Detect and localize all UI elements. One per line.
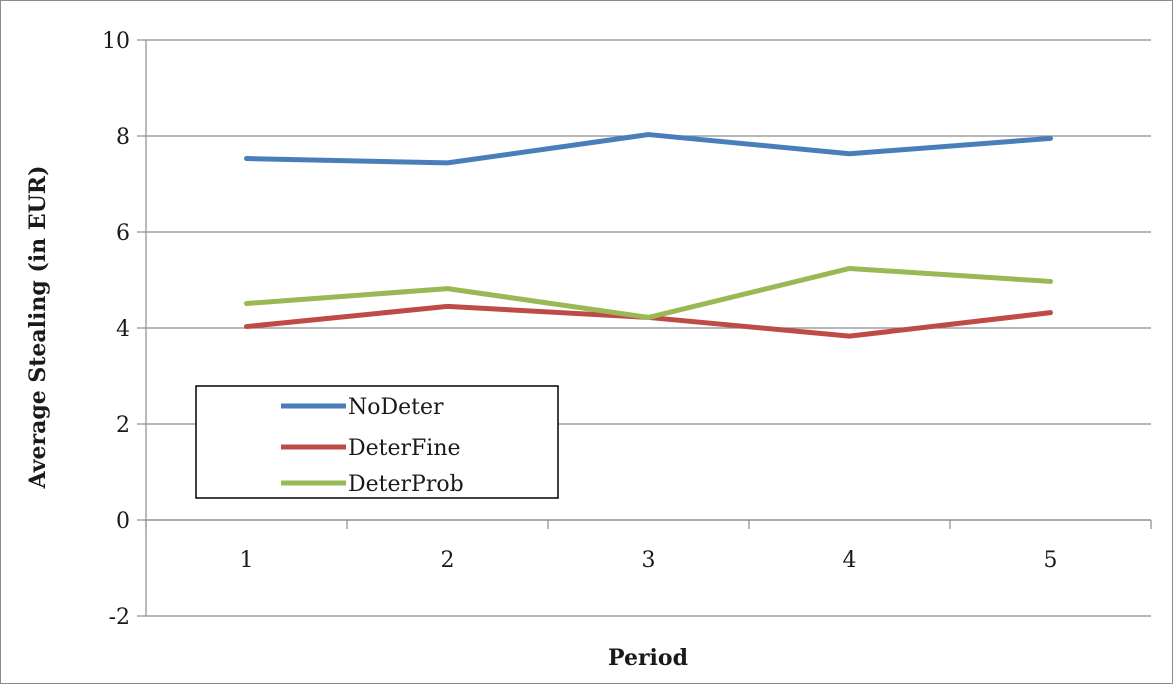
series-line-deterprob [247,268,1051,317]
x-tick-label: 5 [1044,548,1058,573]
x-tick-label: 3 [642,548,656,573]
legend-label: DeterFine [348,436,461,461]
y-tick-label: 2 [116,413,130,438]
y-tick-label: 6 [116,221,130,246]
y-axis-title: Average Stealing (in EUR) [25,166,51,490]
x-tick-label: 4 [843,548,857,573]
y-tick-label: 4 [116,317,130,342]
x-axis-title: Period [608,645,688,671]
series-line-deterfine [247,306,1051,336]
y-tick-label: 10 [102,29,130,54]
legend-label: NoDeter [348,395,444,420]
legend-label: DeterProb [348,472,464,497]
x-tick-label: 1 [240,548,254,573]
y-tick-label: 8 [116,125,130,150]
y-tick-label: -2 [109,605,130,630]
gridlines [146,40,1151,616]
y-tick-label: 0 [116,509,130,534]
series-lines [246,134,1050,336]
legend: NoDeter DeterFine DeterProb [196,386,558,498]
x-tick-label: 2 [441,548,455,573]
series-line-nodeter [247,135,1051,163]
